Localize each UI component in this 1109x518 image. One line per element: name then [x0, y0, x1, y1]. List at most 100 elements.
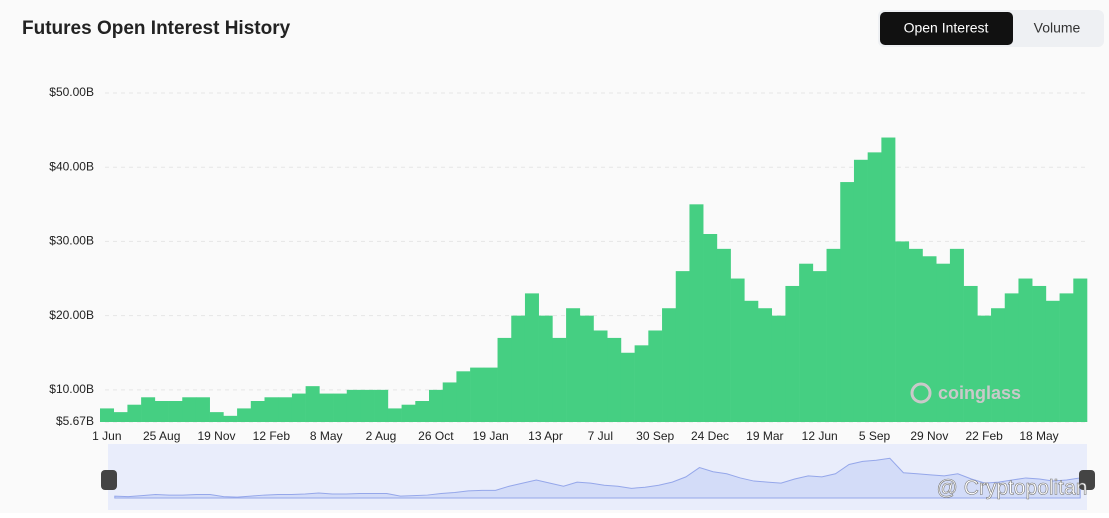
bar [662, 308, 677, 422]
bar [744, 300, 759, 422]
y-tick-label: $20.00B [49, 308, 94, 322]
bar [771, 315, 786, 422]
x-tick-label: 29 Nov [910, 429, 948, 443]
bar [716, 248, 731, 422]
y-tick-label: $10.00B [49, 382, 94, 396]
bar [483, 367, 498, 422]
bar [867, 152, 882, 423]
x-tick-label: 1 Jun [92, 429, 121, 443]
bar [703, 234, 718, 422]
tab-active[interactable] [880, 12, 1013, 45]
x-tick-label: 25 Aug [143, 429, 180, 443]
bar [113, 412, 128, 422]
bar [223, 415, 238, 422]
bar [291, 393, 306, 422]
x-tick-label: 8 May [310, 429, 343, 443]
bar [812, 271, 827, 422]
bar [977, 315, 992, 422]
bar [1073, 278, 1088, 422]
bar [278, 397, 293, 422]
bar [1059, 293, 1074, 422]
bar [785, 285, 800, 422]
x-tick-label: 30 Sep [636, 429, 674, 443]
bar [895, 241, 910, 422]
x-tick-label: 18 May [1019, 429, 1058, 443]
watermark-logo [910, 382, 932, 404]
x-tick-label: 13 Apr [528, 429, 563, 443]
bar [387, 408, 402, 422]
bar [607, 337, 622, 422]
bar [456, 371, 471, 422]
bar [1018, 278, 1033, 422]
bar [579, 315, 594, 422]
chart-title: Futures Open Interest History [22, 18, 291, 39]
bar [908, 248, 923, 422]
x-tick-label: 19 Jan [473, 429, 509, 443]
bar [374, 389, 389, 422]
bar [922, 256, 937, 422]
tab[interactable]: Volume [1034, 20, 1081, 36]
bar [237, 408, 252, 422]
navigator-handle[interactable] [1079, 470, 1095, 490]
bar [524, 293, 539, 422]
bar [620, 352, 635, 422]
watermark: @ Cryptopolitan [937, 477, 1088, 500]
bar [1004, 293, 1019, 422]
bar [209, 412, 224, 422]
bar [566, 308, 581, 422]
bar [319, 393, 334, 422]
bar [264, 397, 279, 422]
bar [634, 345, 649, 422]
bar [333, 393, 348, 422]
bar [346, 389, 361, 422]
x-tick-label: 19 Mar [746, 429, 783, 443]
bar [360, 389, 375, 422]
bar [840, 182, 855, 422]
bar [100, 408, 115, 422]
bar [497, 337, 512, 422]
tab[interactable]: Open Interest [904, 20, 989, 36]
bar [826, 248, 841, 422]
y-tick-label: $5.67B [56, 414, 94, 428]
bar [511, 315, 526, 422]
bar [648, 330, 663, 422]
bar [853, 159, 868, 422]
bar [936, 263, 951, 422]
x-tick-label: 22 Feb [966, 429, 1004, 443]
bar [991, 308, 1006, 422]
bar [1045, 300, 1060, 422]
bar [949, 248, 964, 422]
x-tick-label: 7 Jul [588, 429, 613, 443]
bar [689, 204, 704, 422]
bar [881, 137, 896, 422]
bar [182, 397, 197, 422]
x-tick-label: 5 Sep [859, 429, 891, 443]
y-tick-label: $30.00B [49, 234, 94, 248]
bar [538, 315, 553, 422]
bar [730, 278, 745, 422]
bar [250, 400, 265, 422]
bar [305, 386, 320, 422]
bar [154, 400, 169, 422]
bar [758, 308, 773, 422]
bar [1032, 285, 1047, 422]
bar [127, 404, 142, 422]
bar [963, 285, 978, 422]
bar [168, 400, 183, 422]
x-tick-label: 26 Oct [418, 429, 454, 443]
bar [195, 397, 210, 422]
navigator-series [114, 457, 1081, 499]
x-tick-label: 12 Jun [802, 429, 838, 443]
bar [470, 367, 485, 422]
bar [675, 271, 690, 422]
navigator-handle[interactable] [101, 470, 117, 490]
x-tick-label: 2 Aug [366, 429, 397, 443]
bar [415, 400, 430, 422]
x-tick-label: 12 Feb [253, 429, 291, 443]
y-tick-label: $50.00B [49, 85, 94, 99]
bar [429, 389, 444, 422]
x-tick-label: 19 Nov [198, 429, 236, 443]
bar [799, 263, 814, 422]
bar [593, 330, 608, 422]
